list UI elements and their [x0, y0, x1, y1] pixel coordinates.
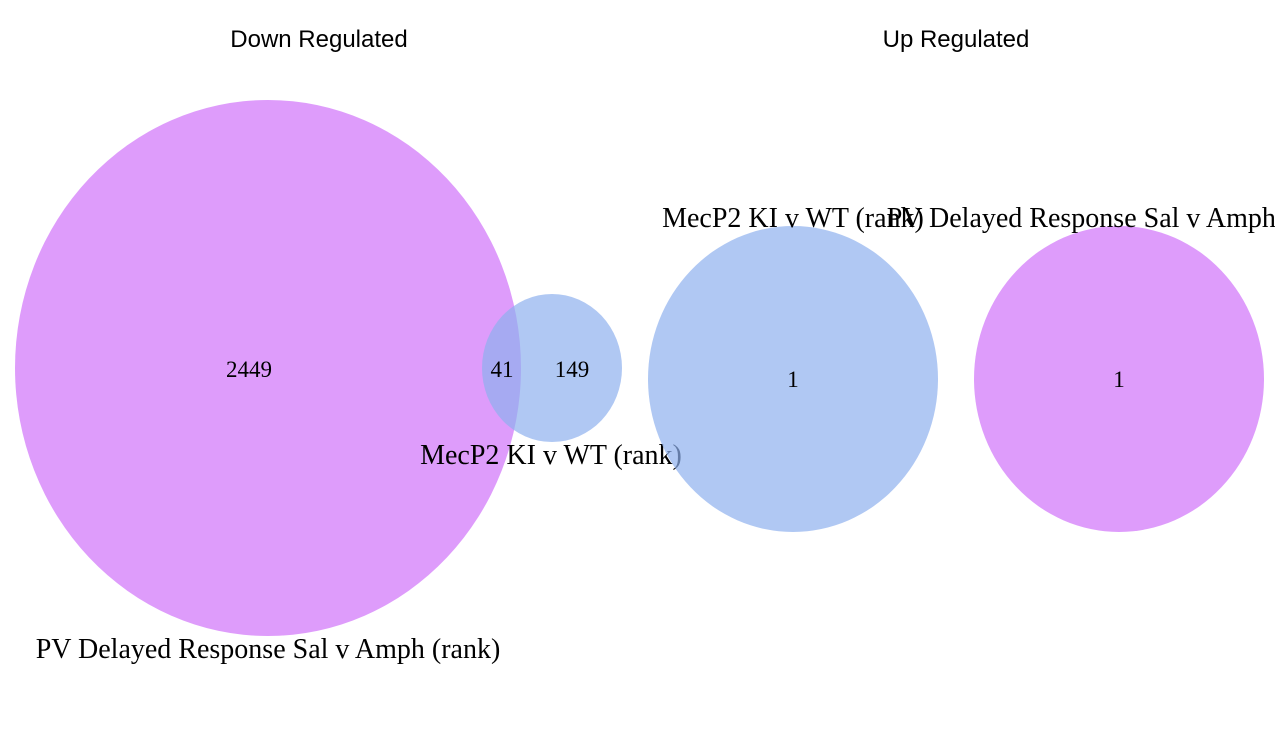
- panel-down-regulated: Down Regulated 2449 41 149 MecP2 KI v WT…: [15, 26, 682, 665]
- panel-title-up: Up Regulated: [883, 26, 1030, 53]
- down-mecp2-circle: [482, 294, 622, 442]
- down-pv-circle: [15, 100, 521, 636]
- down-pv-only-count: 2449: [226, 357, 272, 382]
- up-mecp2-only-count: 1: [787, 367, 799, 392]
- up-mecp2-set-label: MecP2 KI v WT (rank): [662, 203, 924, 234]
- up-pv-only-count: 1: [1113, 367, 1125, 392]
- down-pv-set-label: PV Delayed Response Sal v Amph (rank): [36, 634, 501, 665]
- up-mecp2-circle: [648, 226, 938, 532]
- up-pv-set-label: PV Delayed Response Sal v Amph (rank): [887, 203, 1275, 234]
- up-pv-circle: [974, 226, 1264, 532]
- down-mecp2-only-count: 149: [555, 357, 590, 382]
- down-overlap-count: 41: [491, 357, 514, 382]
- panel-title-down: Down Regulated: [230, 26, 407, 53]
- panel-up-regulated: Up Regulated 1 1 MecP2 KI v WT (rank) PV…: [648, 26, 1275, 532]
- down-mecp2-set-label: MecP2 KI v WT (rank): [420, 440, 682, 471]
